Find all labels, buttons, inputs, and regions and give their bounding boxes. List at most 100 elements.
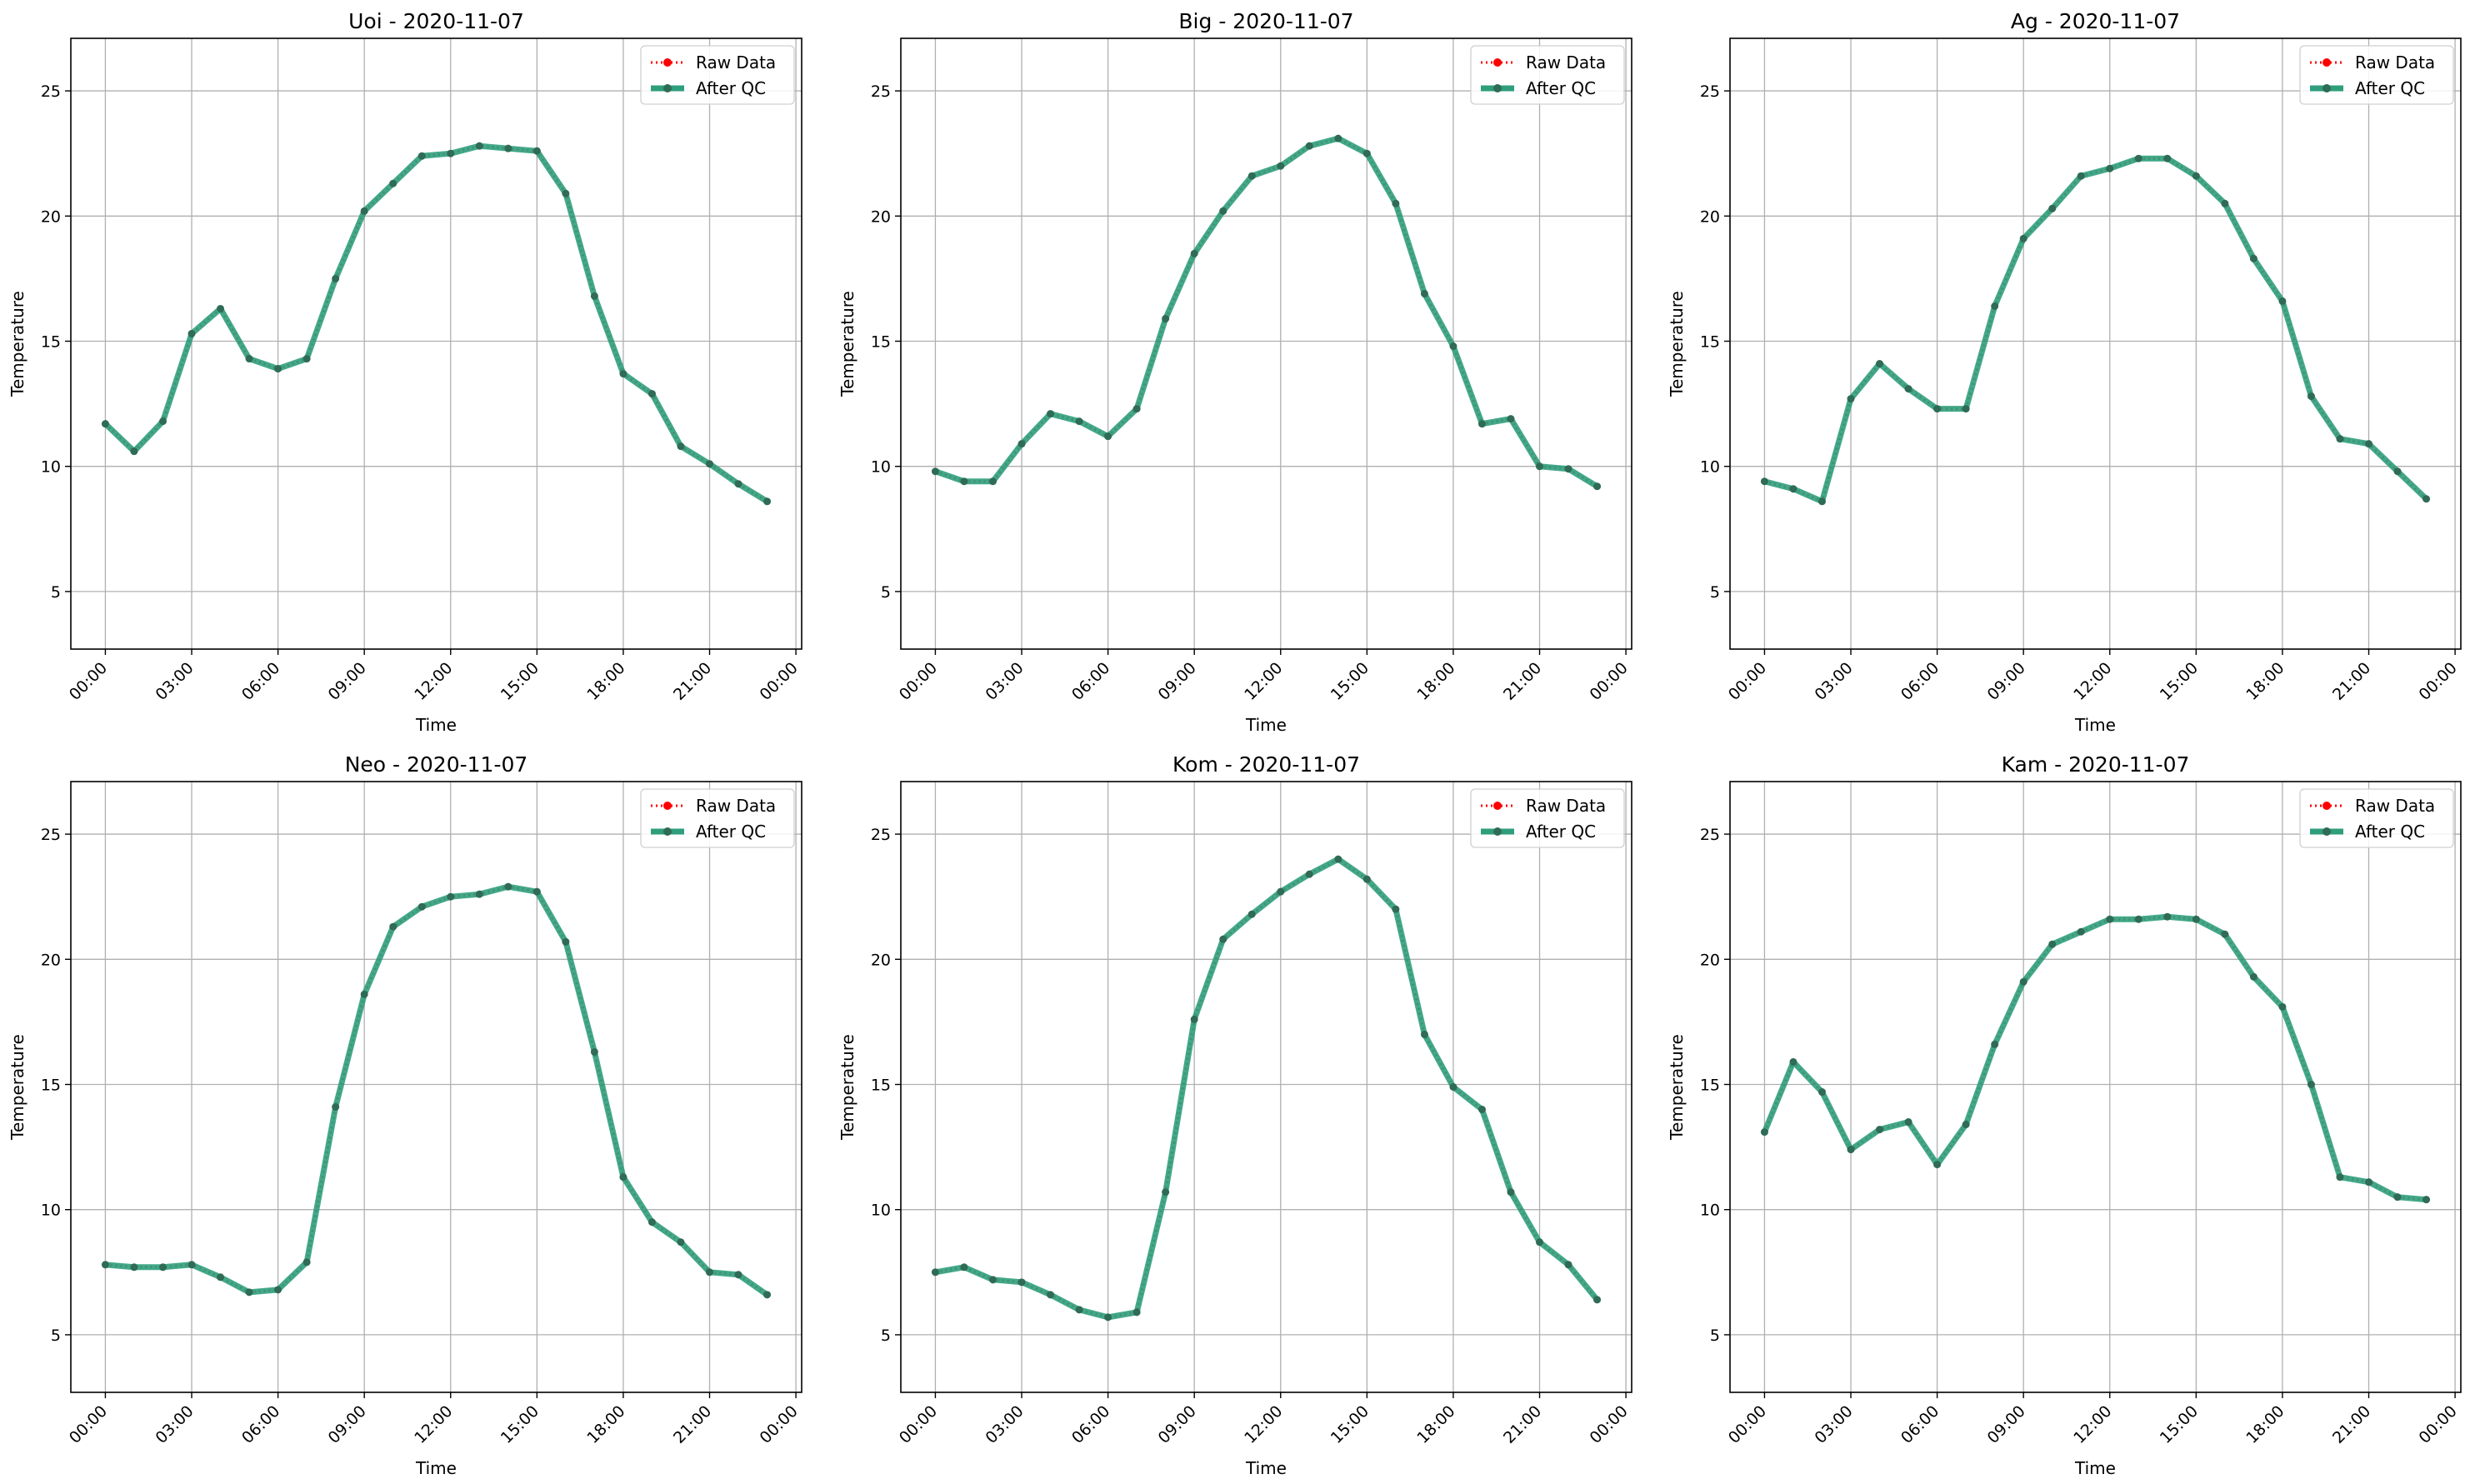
legend-raw-marker [663,58,672,67]
x-tick-label: 21:00 [1500,1402,1545,1447]
y-tick-label: 20 [41,951,61,969]
x-axis-label: Time [415,715,457,735]
y-tick-label: 25 [1700,826,1720,844]
after-qc-data-point [130,447,138,456]
y-axis-label: Temperature [838,291,858,397]
y-tick-label: 20 [871,207,891,226]
after-qc-data-point [101,420,109,428]
after-qc-data-point [1449,342,1458,351]
after-qc-data-point [1018,440,1026,448]
after-qc-data-point [1420,289,1428,297]
after-qc-data-point [332,1103,340,1112]
y-tick-label: 20 [41,207,61,226]
after-qc-data-point [1420,1030,1428,1038]
legend-label-qc: After QC [1526,78,1596,98]
x-tick-label: 12:00 [411,1402,456,1447]
after-qc-data-point [988,477,997,486]
y-tick-label: 20 [1700,951,1720,969]
after-qc-data-point [418,902,426,911]
after-qc-data-point [2307,1080,2315,1088]
after-qc-data-point [1334,134,1342,142]
y-tick-label: 5 [881,1327,891,1345]
legend-label-raw: Raw Data [1526,52,1606,72]
legend-raw-marker [1493,58,1502,67]
x-tick-label: 18:00 [2242,1402,2288,1447]
after-qc-data-point [1219,207,1228,215]
x-tick-label: 06:00 [1898,659,1942,704]
after-qc-data-point [1305,870,1313,878]
legend-qc-marker [663,827,672,836]
after-qc-data-point [245,355,253,363]
after-qc-data-point [960,477,968,486]
x-tick-label: 21:00 [1500,659,1545,704]
after-qc-data-point [1104,432,1112,441]
after-qc-data-point [1449,1083,1458,1091]
axes-frame [70,37,802,650]
after-qc-data-point [2278,1002,2287,1011]
after-qc-data-point [1075,417,1083,426]
x-tick-label: 15:00 [2157,1402,2202,1447]
legend-label-raw: Raw Data [1526,796,1606,816]
after-qc-data-point [2048,204,2057,212]
after-qc-data-point [2422,1196,2431,1204]
after-qc-data-point [2278,297,2287,305]
legend: Raw Data After QC [640,788,795,848]
after-qc-data-point [2336,435,2344,443]
after-qc-data-point [619,370,628,378]
after-qc-data-point [648,1218,656,1227]
after-qc-data-point [188,329,196,337]
y-axis-label: Temperature [1667,1034,1687,1141]
after-qc-data-point [706,1268,714,1277]
after-qc-data-point [2365,440,2373,448]
after-qc-data-point [1847,1146,1855,1154]
after-qc-data-point [1593,482,1602,491]
after-qc-data-point [677,442,685,451]
x-tick-label: 18:00 [2242,659,2288,704]
legend: Raw Data After QC [2299,788,2454,848]
subplot-6: 00:00 03:00 06:00 09:00 12:00 15:00 18:00 21:00… [1667,752,2462,1478]
legend-label-raw: Raw Data [696,796,776,816]
after-qc-data-point [1593,1296,1602,1304]
y-tick-label: 5 [51,583,61,602]
after-qc-data-point [763,1291,772,1299]
after-qc-data-point [2163,912,2172,921]
y-tick-label: 20 [1700,207,1720,226]
x-tick-label: 06:00 [238,659,283,704]
after-qc-data-point [1876,360,1884,368]
y-tick-label: 15 [1700,332,1720,351]
after-qc-data-point [389,922,398,931]
after-qc-data-point [302,355,311,363]
after-qc-data-point [217,1273,225,1282]
after-qc-data-point [447,892,455,901]
after-qc-data-point [1219,935,1228,943]
x-axis-label: Time [2074,1458,2116,1478]
subplot-3: 00:00 03:00 06:00 09:00 12:00 15:00 18:00 21:00… [1667,9,2462,735]
x-axis-label: Time [2074,715,2116,735]
y-tick-label: 15 [1700,1076,1720,1094]
after-qc-data-point [418,152,426,160]
x-tick-label: 09:00 [1984,659,2029,704]
x-tick-label: 15:00 [498,659,542,704]
after-qc-data-point [960,1263,968,1272]
after-qc-data-point [1018,1278,1026,1287]
x-tick-label: 00:00 [757,1402,802,1447]
legend-label-qc: After QC [1526,822,1596,842]
legend-label-qc: After QC [2355,822,2425,842]
legend-label-qc: After QC [696,78,766,98]
after-qc-data-point [360,207,368,215]
after-qc-data-point [2422,495,2431,503]
y-tick-label: 15 [41,1076,61,1094]
x-tick-label: 06:00 [238,1402,283,1447]
after-qc-data-point [1507,1188,1515,1197]
after-qc-data-point [475,142,483,150]
after-qc-data-point [734,1271,742,1279]
after-qc-data-point [1536,1238,1544,1247]
series-after-qc-line [1762,913,2427,1203]
after-qc-data-point [2192,915,2200,923]
series-raw-data-line [1764,157,2428,503]
x-tick-label: 00:00 [1587,1402,1632,1447]
legend-label-qc: After QC [696,822,766,842]
after-qc-data-point [562,189,570,197]
x-tick-label: 12:00 [1241,1402,1286,1447]
after-qc-data-point [130,1263,138,1272]
